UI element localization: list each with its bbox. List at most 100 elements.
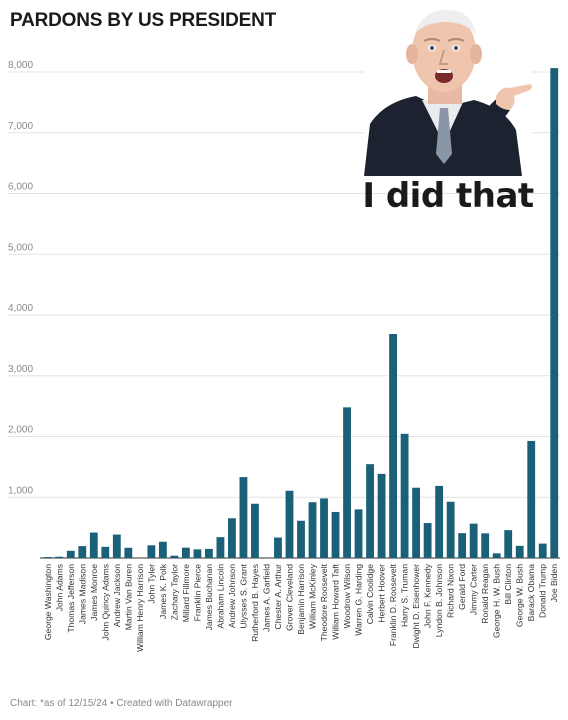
bar	[400, 433, 409, 558]
x-tick-label: Warren G. Harding	[354, 564, 364, 636]
meme-image	[364, 4, 532, 176]
x-tick-label: James Madison	[77, 564, 87, 624]
y-tick-label: 3,000	[8, 364, 33, 375]
x-tick-label: Harry S. Truman	[400, 564, 410, 627]
x-tick-label: James A. Garfield	[261, 564, 271, 632]
x-tick-label: John Quincy Adams	[100, 564, 110, 640]
chart-footer: Chart: *as of 12/15/24 • Created with Da…	[10, 698, 233, 709]
x-tick-label: Rutherford B. Hayes	[250, 564, 260, 642]
bar	[78, 546, 87, 558]
x-tick-label: Millard Fillmore	[181, 564, 191, 622]
bar	[492, 553, 501, 558]
bar	[216, 537, 225, 558]
x-tick-label: Barack Obama	[526, 564, 536, 622]
x-tick-label: Calvin Coolidge	[365, 564, 375, 624]
bar	[89, 532, 98, 558]
bar	[515, 545, 524, 558]
bar	[204, 548, 213, 558]
bar	[308, 502, 317, 558]
x-tick-label: Joe Biden	[549, 564, 559, 602]
bar	[239, 477, 248, 558]
y-tick-label: 5,000	[8, 242, 33, 253]
x-tick-label: Grover Cleveland	[284, 564, 294, 631]
y-tick-label: 2,000	[8, 425, 33, 436]
x-tick-label: John Adams	[54, 564, 64, 611]
x-tick-label: Jimmy Carter	[469, 564, 479, 615]
bar	[446, 501, 455, 558]
x-tick-label: William Henry Harrison	[135, 564, 145, 652]
x-tick-label: John Tyler	[146, 564, 156, 604]
x-tick-label: James Monroe	[89, 564, 99, 621]
bar	[331, 511, 340, 558]
x-tick-label: Theodore Roosevelt	[319, 563, 329, 641]
x-tick-label: Lyndon B. Johnson	[434, 564, 444, 637]
x-tick-label: Ulysses S. Grant	[238, 563, 248, 628]
x-tick-label: James K. Polk	[158, 563, 168, 619]
bar	[112, 534, 121, 558]
x-tick-label: Abraham Lincoln	[215, 564, 225, 629]
x-tick-label: Richard Nixon	[446, 564, 456, 618]
bar	[550, 68, 559, 558]
x-tick-label: Martin Van Buren	[123, 564, 133, 630]
y-tick-label: 4,000	[8, 303, 33, 314]
bar	[320, 498, 328, 558]
bar	[354, 509, 363, 558]
bar	[343, 407, 351, 558]
bar	[412, 487, 421, 558]
bar	[124, 547, 133, 558]
chart-title: PARDONS BY US PRESIDENT	[10, 10, 277, 31]
bar	[147, 545, 156, 558]
meme-caption: I did that	[362, 176, 534, 216]
bar	[504, 530, 513, 558]
y-tick-label: 8,000	[8, 60, 33, 71]
x-axis-tick-labels: George Washington John Adams Thomas Jeffer…	[43, 563, 559, 652]
x-tick-label: Ronald Reagan	[480, 564, 490, 624]
bar	[481, 533, 490, 558]
bar	[423, 523, 432, 558]
bar	[377, 473, 386, 558]
x-tick-label: Donald Trump	[538, 564, 548, 618]
x-tick-label: Bill Clinton	[503, 564, 513, 605]
bar	[228, 518, 236, 558]
bar	[458, 533, 467, 558]
y-tick-label: 1,000	[8, 485, 33, 496]
bar	[538, 543, 547, 558]
bar	[193, 549, 202, 558]
bars	[43, 68, 559, 559]
bar	[55, 556, 64, 558]
x-tick-label: William Howard Taft	[331, 563, 341, 639]
bar	[527, 440, 536, 558]
x-tick-label: Woodrow Wilson	[342, 564, 352, 629]
bar	[43, 557, 52, 559]
x-tick-label: George Washington	[43, 564, 53, 640]
x-tick-label: Zachary Taylor	[169, 564, 179, 620]
bar	[366, 464, 374, 558]
x-tick-label: George H. W. Bush	[492, 564, 502, 638]
x-tick-label: George W. Bush	[515, 564, 525, 627]
y-axis-tick-labels: 1,000 2,000 3,000 4,000 5,000 6,000 7,000 8,000	[8, 60, 33, 496]
bar	[170, 555, 179, 558]
x-tick-label: Franklin Pierce	[192, 564, 202, 622]
bar	[274, 537, 282, 558]
bar	[285, 490, 294, 558]
bar	[389, 334, 398, 558]
bar	[101, 546, 110, 558]
bar	[435, 485, 444, 558]
bar	[181, 547, 190, 558]
x-tick-label: Thomas Jefferson	[66, 564, 76, 633]
pointing-man-illustration	[364, 9, 532, 176]
x-tick-label: Dwight D. Eisenhower	[411, 564, 421, 649]
x-tick-label: Chester A. Arthur	[273, 564, 283, 630]
bar	[469, 523, 478, 558]
x-tick-label: Herbert Hoover	[377, 564, 387, 623]
x-tick-label: William McKinley	[308, 563, 318, 629]
y-tick-label: 6,000	[8, 182, 33, 193]
x-tick-label: Franklin D. Roosevelt	[388, 563, 398, 646]
bar	[158, 541, 167, 558]
x-tick-label: James Buchanan	[204, 564, 214, 631]
x-tick-label: Andrew Johnson	[227, 564, 237, 628]
bar	[66, 550, 75, 558]
bar	[297, 520, 305, 558]
bar	[251, 503, 259, 558]
